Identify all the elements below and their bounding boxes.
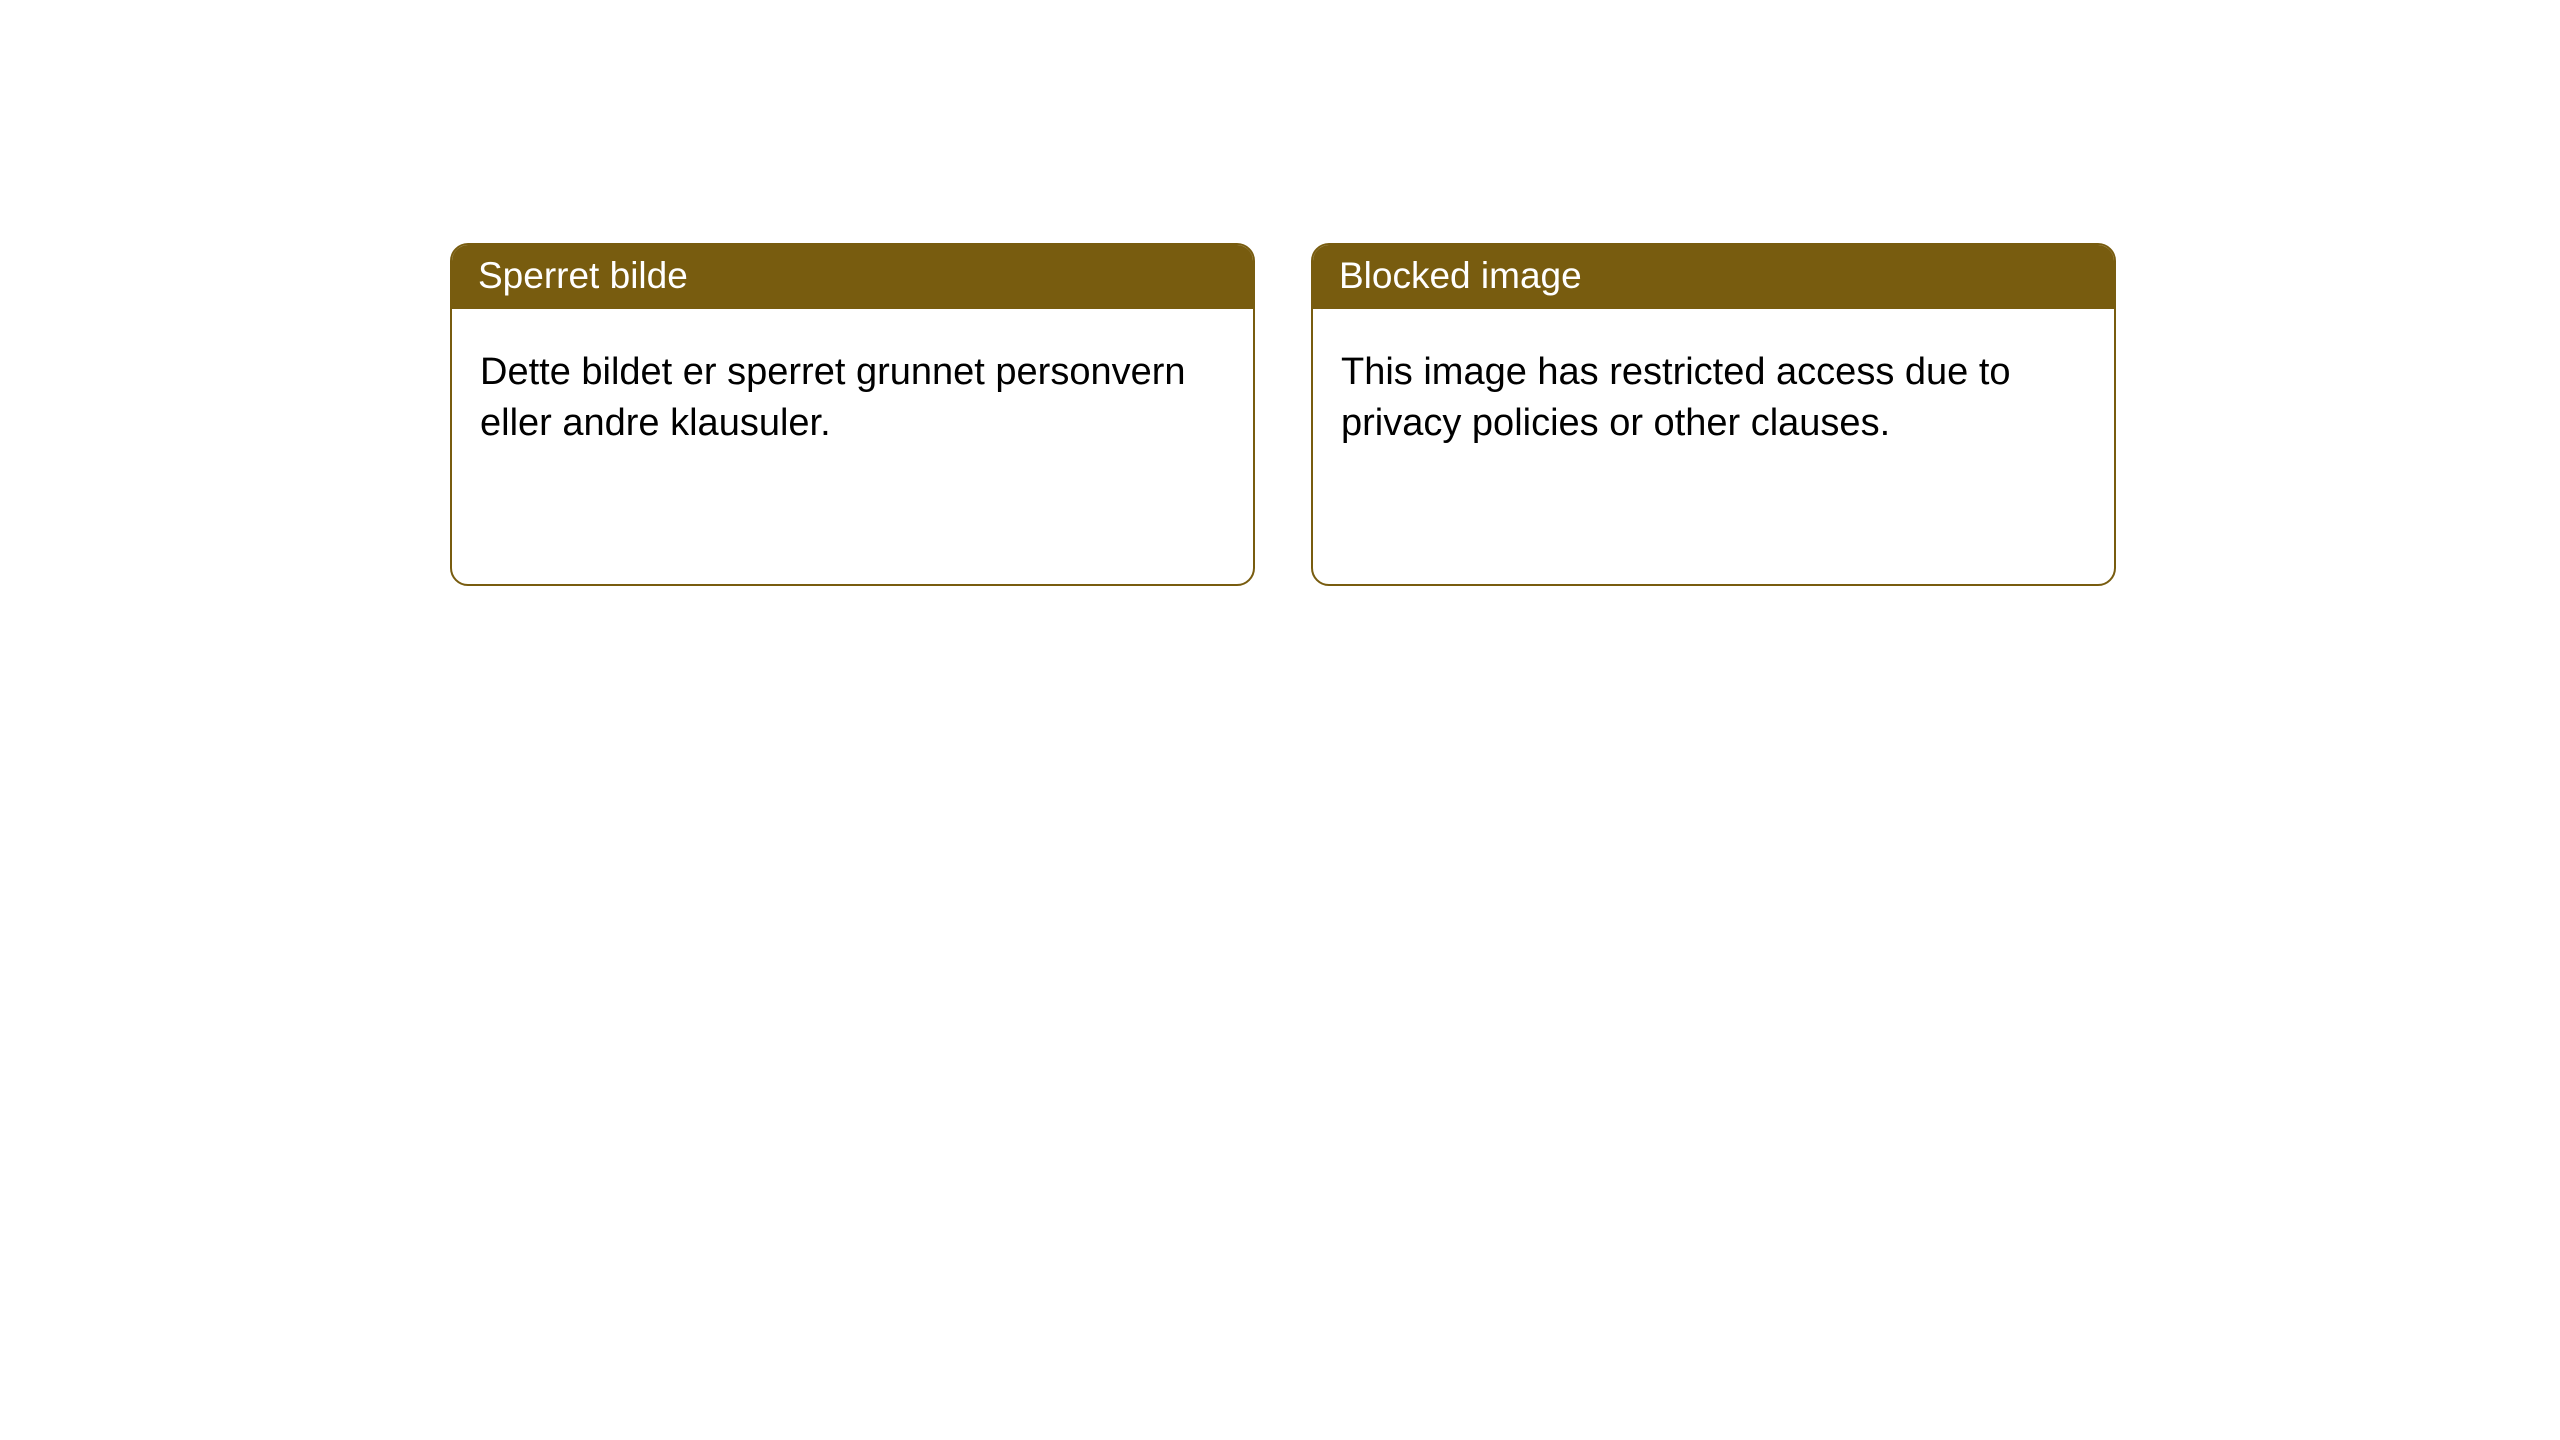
card-body-no: Dette bildet er sperret grunnet personve… [452, 309, 1253, 584]
card-header-no: Sperret bilde [452, 245, 1253, 309]
card-header-en: Blocked image [1313, 245, 2114, 309]
notice-cards-container: Sperret bilde Dette bildet er sperret gr… [0, 0, 2560, 586]
blocked-image-card-no: Sperret bilde Dette bildet er sperret gr… [450, 243, 1255, 586]
blocked-image-card-en: Blocked image This image has restricted … [1311, 243, 2116, 586]
card-body-en: This image has restricted access due to … [1313, 309, 2114, 584]
